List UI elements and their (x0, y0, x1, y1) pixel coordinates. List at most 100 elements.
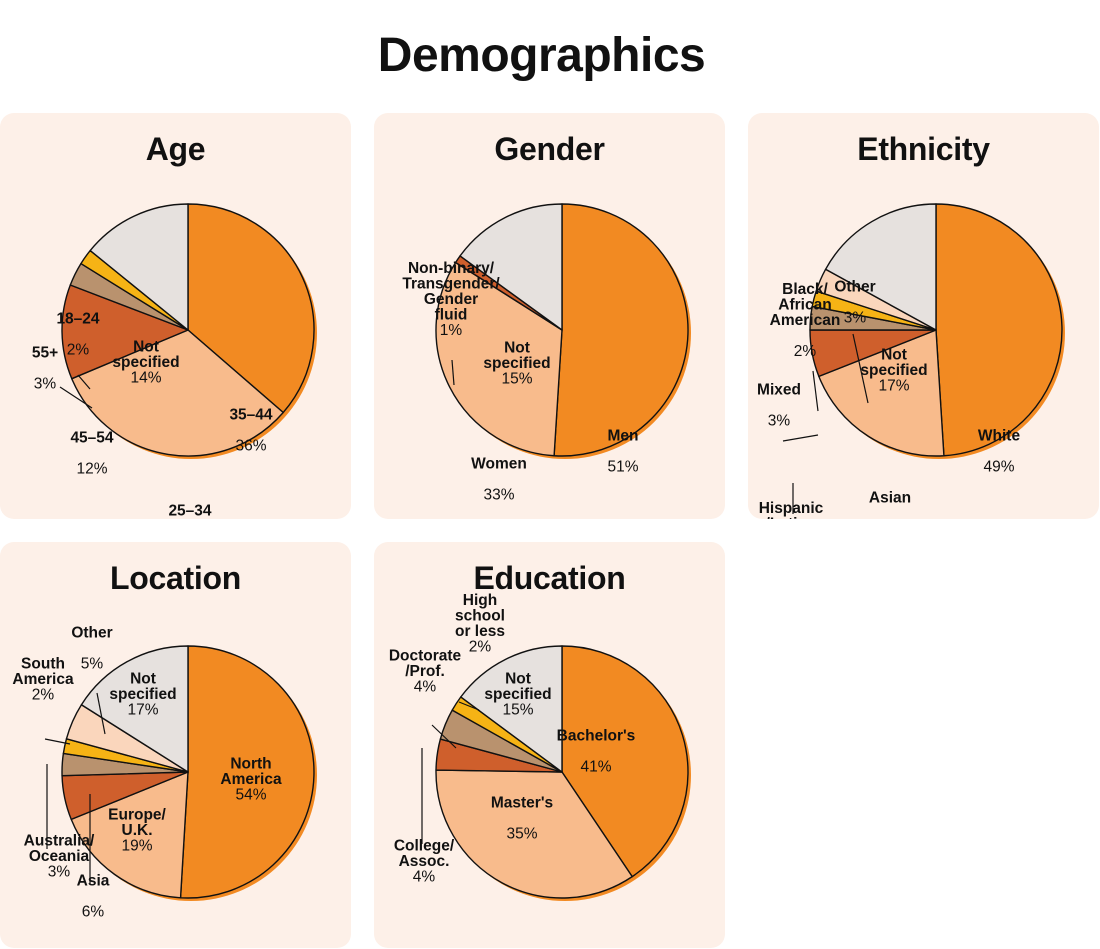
slice-label-text: fluid (435, 307, 468, 324)
slice-value-women: 33% (483, 487, 514, 504)
age-card: Age 35–44 36% 25–3432% 45–54 12% 55+ 3% 18–24 2%… (0, 113, 351, 519)
slice-label-text: /Prof. (405, 663, 445, 680)
location-card: Location North America 54% Europe/U.K. 19% As… (0, 542, 351, 948)
slice-label-text: Not (505, 671, 531, 688)
slice-label-text: College/ (394, 838, 455, 855)
slice-value-35-44: 36% (235, 438, 266, 455)
education-chart-title: Education (473, 560, 626, 596)
slice-value-not-specified: 17% (878, 378, 909, 395)
gender-card: Gender Men 51% Women 33% Non-binary/Transgen… (374, 113, 725, 519)
slice-bachelor-s (561, 645, 689, 878)
leader-high-school-or-less (458, 701, 480, 711)
slice-label-men: Men 51% (607, 428, 638, 476)
slice-value-australia-oceania: 3% (48, 864, 71, 881)
slice-value-55: 3% (34, 376, 57, 393)
slice-label-text: Not (130, 671, 156, 688)
slice-label-25-34: 25–3432% (168, 503, 211, 519)
slice-45-54 (61, 284, 189, 380)
slice-label-text: Mixed (757, 382, 801, 399)
slice-value-north-america: 54% (235, 787, 266, 804)
slice-label-35-44: 35–44 36% (229, 407, 272, 455)
slice-label-text: specified (109, 686, 176, 703)
education-pie-chart: Bachelor's41%Master's35%College/Assoc.4%… (389, 592, 691, 901)
age-chart-title: Age (145, 131, 206, 167)
slice-value-not-specified: 14% (130, 370, 161, 387)
slice-label-text: America (12, 671, 74, 688)
slice-not-specified (824, 203, 937, 331)
slice-men (553, 203, 689, 457)
slice-asian (818, 329, 945, 457)
slice-value-asia: 6% (82, 904, 105, 921)
slice-value-not-specified: 15% (501, 371, 532, 388)
slice-not-specified (459, 203, 563, 331)
slice-value-other: 5% (81, 656, 104, 673)
slice-label-text: Non-binary/ (408, 260, 495, 277)
ethnicity-pie-chart: White 49% Asian20% Hispanic/Latino6% Mixed 3%… (757, 203, 1065, 519)
slice-label-text: Other (71, 625, 112, 642)
slice-value-non-binary-transgender-gender-fluid: 1% (440, 322, 463, 339)
slice-white (935, 203, 1063, 457)
leader-other (96, 692, 106, 735)
slice-value-high-school-or-less: 2% (469, 638, 492, 655)
leader-non-binary-transgender-gender-fluid (451, 359, 455, 386)
slice-label-text: Transgender/ (402, 276, 500, 293)
slice-value-not-specified: 17% (127, 702, 158, 719)
slice-label-text: Australia/ (24, 833, 95, 850)
slice-value-white: 49% (983, 459, 1014, 476)
slice-label-text: /Latino (766, 515, 817, 519)
leader-18-24 (77, 374, 91, 390)
location-chart-title: Location (110, 560, 241, 596)
slice-label-text: Other (834, 279, 875, 296)
slice-label-text: Doctorate (389, 648, 462, 665)
ethnicity-chart-title: Ethnicity (857, 131, 990, 167)
slice-value-bachelor-s: 41% (580, 759, 611, 776)
slice-label-doctorate-prof: Doctorate/Prof.4% (389, 648, 462, 696)
slice-label-text: Not (881, 347, 907, 364)
slice-label-text: South (21, 656, 65, 673)
slice-label-text: 18–24 (56, 311, 99, 328)
slice-value-master-s: 35% (506, 826, 537, 843)
slice-label-other: Other 5% (71, 625, 112, 673)
slice-value-south-america: 2% (32, 687, 55, 704)
leader-other (852, 333, 869, 404)
slice-label-text: specified (860, 362, 927, 379)
slice-not-specified (460, 645, 563, 773)
slice-label-mixed: Mixed 3% (757, 382, 801, 430)
slice-label-text: school (455, 607, 505, 624)
slice-value-europe-u-k: 19% (121, 838, 152, 855)
slice-label-other: Other 3% (834, 279, 875, 327)
age-pie-chart: 35–44 36% 25–3432% 45–54 12% 55+ 3% 18–24 2% Nots… (32, 203, 317, 519)
slice-label-white: White 49% (978, 428, 1021, 476)
slice-europe-u-k (70, 771, 189, 899)
slice-value-not-specified: 15% (502, 702, 533, 719)
slice-label-text: Not (504, 340, 530, 357)
slice-label-text: American (770, 312, 841, 329)
slice-label-text: specified (484, 686, 551, 703)
slice-label-text: or less (455, 623, 505, 640)
slice-label-45-54: 45–54 12% (70, 430, 113, 478)
slice-label-women: Women 33% (471, 456, 527, 504)
slice-label-college-assoc: College/Assoc.4% (394, 838, 455, 886)
slice-value-mixed: 3% (768, 413, 791, 430)
slice-label-text: Asia (77, 873, 110, 890)
slice-north-america (179, 645, 315, 899)
slice-label-55: 55+ 3% (32, 345, 58, 393)
slice-not-specified (89, 203, 189, 331)
slice-value-men: 51% (607, 459, 638, 476)
slice-value-45-54: 12% (76, 461, 107, 478)
slice-label-text: U.K. (122, 822, 153, 839)
leader-black-african-american (812, 370, 819, 412)
slice-label-text: 35–44 (229, 407, 272, 424)
leader-doctorate-prof (431, 724, 457, 749)
slice-label-text: Hispanic (759, 500, 824, 517)
slice-label-text: North (230, 756, 271, 773)
ethnicity-card: Ethnicity White 49% Asian20% Hispanic/Latin… (748, 113, 1099, 519)
